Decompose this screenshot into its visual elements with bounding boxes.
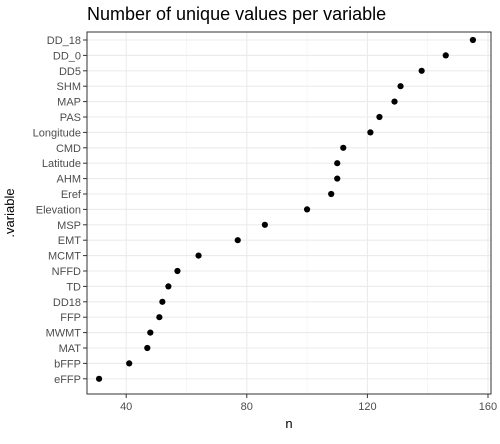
y-tick-label: Latitude	[42, 158, 81, 170]
y-tick-label: TD	[66, 281, 81, 293]
data-point	[334, 160, 341, 167]
y-tick-label: PAS	[60, 112, 81, 124]
data-point	[397, 83, 404, 90]
data-point	[303, 206, 311, 213]
data-point	[144, 344, 151, 352]
data-point	[95, 375, 103, 382]
y-tick-label: FFP	[60, 312, 81, 324]
x-tick-label: 40	[120, 401, 132, 413]
chart-title: Number of unique values per variable	[87, 4, 386, 24]
data-point	[328, 190, 335, 198]
data-point	[174, 267, 181, 275]
x-tick-label: 80	[241, 401, 253, 413]
data-point	[159, 298, 166, 305]
data-point	[156, 314, 163, 321]
y-axis-title: .variable	[2, 188, 17, 237]
data-point	[165, 283, 172, 290]
points-layer	[95, 36, 477, 382]
y-tick-label: MAT	[59, 343, 82, 355]
x-tick-label: 160	[479, 401, 497, 413]
y-tick-label: MCMT	[48, 251, 81, 263]
data-point	[147, 329, 154, 336]
data-point	[126, 360, 133, 367]
y-tick-label: DD_18	[47, 35, 81, 47]
data-point	[367, 129, 374, 136]
y-tick-label: SHM	[57, 81, 81, 93]
y-tick-label: DD18	[53, 297, 81, 309]
y-tick-label: bFFP	[54, 358, 81, 370]
y-tick-label: DD_0	[53, 50, 81, 62]
data-point	[261, 221, 268, 228]
data-point	[469, 36, 477, 44]
grid-layer	[87, 32, 491, 394]
y-axis: DD_18 DD_0 DD5 SHM MAP PAS Longitude CMD Latitud…	[33, 35, 87, 386]
y-tick-label: eFFP	[54, 374, 81, 386]
y-tick-label: NFFD	[52, 266, 81, 278]
data-point	[376, 113, 383, 121]
y-tick-label: MAP	[57, 97, 81, 109]
data-point	[340, 144, 347, 151]
data-point	[334, 175, 341, 182]
y-tick-label: DD5	[59, 66, 81, 78]
panel-border	[86, 31, 492, 395]
y-tick-label: MSP	[57, 220, 81, 232]
x-axis: 40 80 120 160	[120, 394, 497, 413]
x-tick-label: 120	[358, 401, 376, 413]
data-point	[391, 98, 398, 105]
y-tick-label: EMT	[58, 235, 82, 247]
data-point	[418, 67, 425, 74]
y-tick-label: Longitude	[33, 127, 81, 139]
data-point	[195, 252, 202, 259]
y-tick-label: AHM	[57, 174, 81, 186]
y-tick-label: CMD	[56, 143, 81, 155]
y-tick-label: Elevation	[36, 204, 81, 216]
data-point	[234, 237, 241, 244]
data-point	[442, 52, 449, 59]
y-tick-label: Eref	[61, 189, 82, 201]
y-tick-label: MWMT	[46, 328, 82, 340]
x-axis-title: n	[285, 416, 292, 431]
